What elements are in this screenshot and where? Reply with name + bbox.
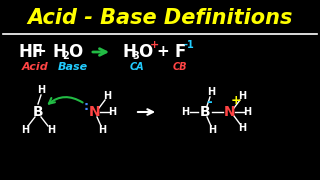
Text: -1: -1 bbox=[183, 40, 194, 50]
Text: +: + bbox=[34, 44, 46, 60]
Text: H: H bbox=[21, 125, 29, 135]
Text: -: - bbox=[206, 95, 212, 109]
Text: H: H bbox=[103, 91, 111, 101]
Text: B: B bbox=[33, 105, 43, 119]
Text: 3: 3 bbox=[132, 51, 139, 61]
Text: H: H bbox=[108, 107, 116, 117]
Text: N: N bbox=[89, 105, 101, 119]
Text: H: H bbox=[238, 91, 246, 101]
Text: H: H bbox=[243, 107, 251, 117]
Text: H: H bbox=[47, 125, 55, 135]
Text: H: H bbox=[208, 125, 216, 135]
Text: H: H bbox=[181, 107, 189, 117]
Text: :: : bbox=[84, 100, 89, 114]
Text: O: O bbox=[68, 43, 82, 61]
Text: +: + bbox=[156, 44, 169, 60]
Text: +: + bbox=[231, 94, 241, 107]
Text: +: + bbox=[150, 40, 159, 50]
Text: CA: CA bbox=[130, 62, 145, 72]
Text: H: H bbox=[98, 125, 106, 135]
Text: O: O bbox=[138, 43, 152, 61]
Text: H: H bbox=[122, 43, 136, 61]
Text: Acid: Acid bbox=[22, 62, 49, 72]
Text: H: H bbox=[238, 123, 246, 133]
Text: Base: Base bbox=[58, 62, 88, 72]
Text: B: B bbox=[200, 105, 210, 119]
Text: CB: CB bbox=[173, 62, 188, 72]
Text: F: F bbox=[174, 43, 185, 61]
Text: 2: 2 bbox=[62, 51, 69, 61]
Text: H: H bbox=[52, 43, 66, 61]
Text: HF: HF bbox=[18, 43, 43, 61]
Text: H: H bbox=[37, 85, 45, 95]
FancyArrowPatch shape bbox=[49, 97, 83, 104]
Text: N: N bbox=[224, 105, 236, 119]
Text: Acid - Base Definitions: Acid - Base Definitions bbox=[27, 8, 293, 28]
Text: H: H bbox=[207, 87, 215, 97]
